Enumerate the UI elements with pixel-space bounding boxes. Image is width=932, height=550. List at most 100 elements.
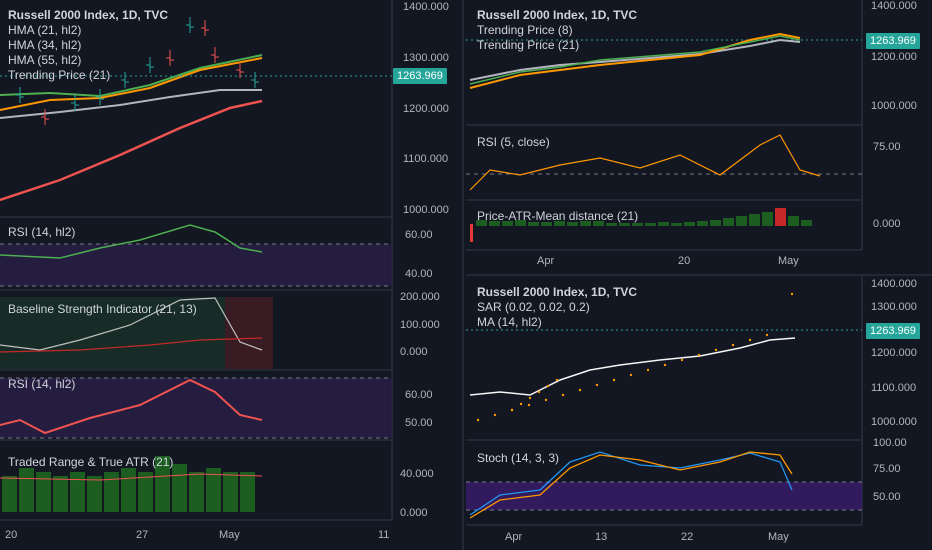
left-legend-trending-price: Trending Price (21) [8, 68, 111, 82]
rt-dist-bar-9 [593, 221, 604, 226]
left-atr-bar-1 [19, 468, 34, 512]
left-legend-hma55: HMA (55, hl2) [8, 53, 82, 67]
left-atr-line [0, 473, 263, 481]
rb-sar-dot-1 [493, 413, 497, 417]
rb-sar-dot-0 [476, 418, 480, 422]
left-baseline-tick-0: 0.000 [400, 346, 428, 358]
rb-legend-sar: SAR (0.02, 0.02, 0.2) [477, 300, 590, 314]
rb-sar-dot-12 [680, 358, 684, 362]
left-atr-bar-0 [2, 476, 17, 512]
rt-dist-bar-7 [567, 222, 578, 226]
left-rsi1-line [0, 224, 263, 259]
left-atr-bar-8 [138, 472, 153, 512]
rt-dist-bar-19 [723, 218, 734, 226]
rt-dist-neg-bar [470, 224, 473, 242]
rb-xtick-apr: Apr [505, 531, 523, 543]
rb-ytick-1000: 1000.000 [871, 416, 917, 428]
rt-dist-bar-0 [476, 220, 487, 226]
rb-sar-dot-11 [663, 363, 667, 367]
rt-dist-bar-21 [749, 214, 760, 226]
rt-dist-bar-20 [736, 216, 747, 226]
rb-stoch-k-line [469, 451, 793, 516]
rb-sar-dot-6 [578, 388, 582, 392]
left-hma21-line [0, 54, 263, 98]
rt-dist-bar-25 [801, 220, 812, 226]
left-baseline-tick-200: 200.000 [400, 291, 440, 303]
left-hma34-line [0, 57, 263, 111]
left-atr-bar-3 [53, 476, 68, 512]
left-atr-bar-4 [70, 472, 85, 512]
rb-sar-top-dot-2 [528, 396, 532, 400]
left-rsi2-label: RSI (14, hl2) [8, 377, 76, 391]
rt-dist-label: Price-ATR-Mean distance (21) [477, 209, 639, 223]
rt-legend-trending21: Trending Price (21) [477, 38, 580, 52]
rb-stoch-band [466, 482, 862, 510]
rb-sar-dot-14 [714, 348, 718, 352]
left-atr-tick-40: 40.000 [400, 468, 434, 480]
rb-ytick-1100: 1100.000 [871, 382, 917, 394]
left-atr-bar-10 [172, 464, 187, 512]
rb-ytick-1200: 1200.000 [871, 347, 917, 359]
left-atr-bar-2 [36, 472, 51, 512]
left-legend-hma34: HMA (34, hl2) [8, 38, 82, 52]
left-ytick-1200: 1200.000 [403, 103, 449, 115]
rb-sar-dot-8 [612, 378, 616, 382]
rt-rsi-tick-75: 75.00 [873, 141, 901, 153]
left-rsi1-label: RSI (14, hl2) [8, 225, 76, 239]
rb-sar-top-dot-4 [546, 384, 550, 388]
rt-dist-bar-14 [658, 222, 669, 226]
left-atr-bar-5 [87, 476, 102, 512]
left-last-price-badge: 1263.969 [393, 68, 447, 84]
rt-ytick-1400: 1400.000 [871, 0, 917, 12]
rt-dist-tick-0: 0.000 [873, 218, 901, 230]
left-baseline-tick-100: 100.000 [400, 319, 440, 331]
rt-dist-bar-4 [528, 222, 539, 226]
left-atr-bar-6 [104, 472, 119, 512]
rb-sar-top-dot-5 [555, 378, 559, 382]
rt-dist-bar-8 [580, 221, 591, 226]
rt-dist-bar-13 [645, 223, 656, 226]
rb-sar-dot-10 [646, 368, 650, 372]
rt-dist-bar-16 [684, 222, 695, 226]
left-chart-title: Russell 2000 Index, 1D, TVC [8, 8, 169, 22]
rb-xtick-13: 13 [595, 531, 608, 543]
left-atr-bar-9 [155, 456, 170, 512]
left-trending-line [0, 89, 262, 119]
left-ytick-1000: 1000.000 [403, 204, 449, 216]
rb-chart-title: Russell 2000 Index, 1D, TVC [477, 285, 638, 299]
left-xtick-27: 27 [136, 529, 149, 541]
rb-sar-dot-17 [765, 333, 769, 337]
left-rsi1-band [0, 244, 392, 286]
left-rsi1-tick-60: 60.00 [405, 229, 433, 241]
rt-trending21-line [469, 38, 801, 81]
rt-legend-trending8: Trending Price (8) [477, 23, 573, 37]
left-xtick-11: 11 [378, 529, 390, 541]
rb-sar-dot-15 [731, 343, 735, 347]
left-legend-hma21: HMA (21, hl2) [8, 23, 82, 37]
rb-ytick-1400: 1400.000 [871, 278, 917, 290]
left-atr-bar-13 [223, 472, 238, 512]
rb-stoch-label: Stoch (14, 3, 3) [477, 451, 560, 465]
rb-ytick-1300: 1300.000 [871, 301, 917, 313]
rb-sar-dot-4 [544, 398, 548, 402]
rt-last-price-badge: 1263.969 [866, 33, 920, 49]
rb-sar-dot-9 [629, 373, 633, 377]
rt-dist-bar-2 [502, 221, 513, 226]
rt-xtick-apr: Apr [537, 255, 555, 267]
left-baseline-red-bg [225, 297, 273, 369]
rt-rsi-label: RSI (5, close) [477, 135, 550, 149]
rt-dist-bar-11 [619, 223, 630, 226]
rb-xtick-22: 22 [681, 531, 694, 543]
rt-dist-bar-15 [671, 223, 682, 226]
rt-trending8-line [469, 32, 801, 89]
rt-dist-bar-22 [762, 212, 773, 226]
left-atr-tick-0: 0.000 [400, 507, 428, 519]
left-rsi1-tick-40: 40.00 [405, 268, 433, 280]
rb-sar-dot-5 [561, 393, 565, 397]
rb-sar-dot-16 [748, 338, 752, 342]
rt-dist-bar-18 [710, 220, 721, 226]
left-hma55-line [0, 99, 263, 202]
rt-dist-bar-1 [489, 221, 500, 226]
left-xtick-20: 20 [5, 529, 18, 541]
